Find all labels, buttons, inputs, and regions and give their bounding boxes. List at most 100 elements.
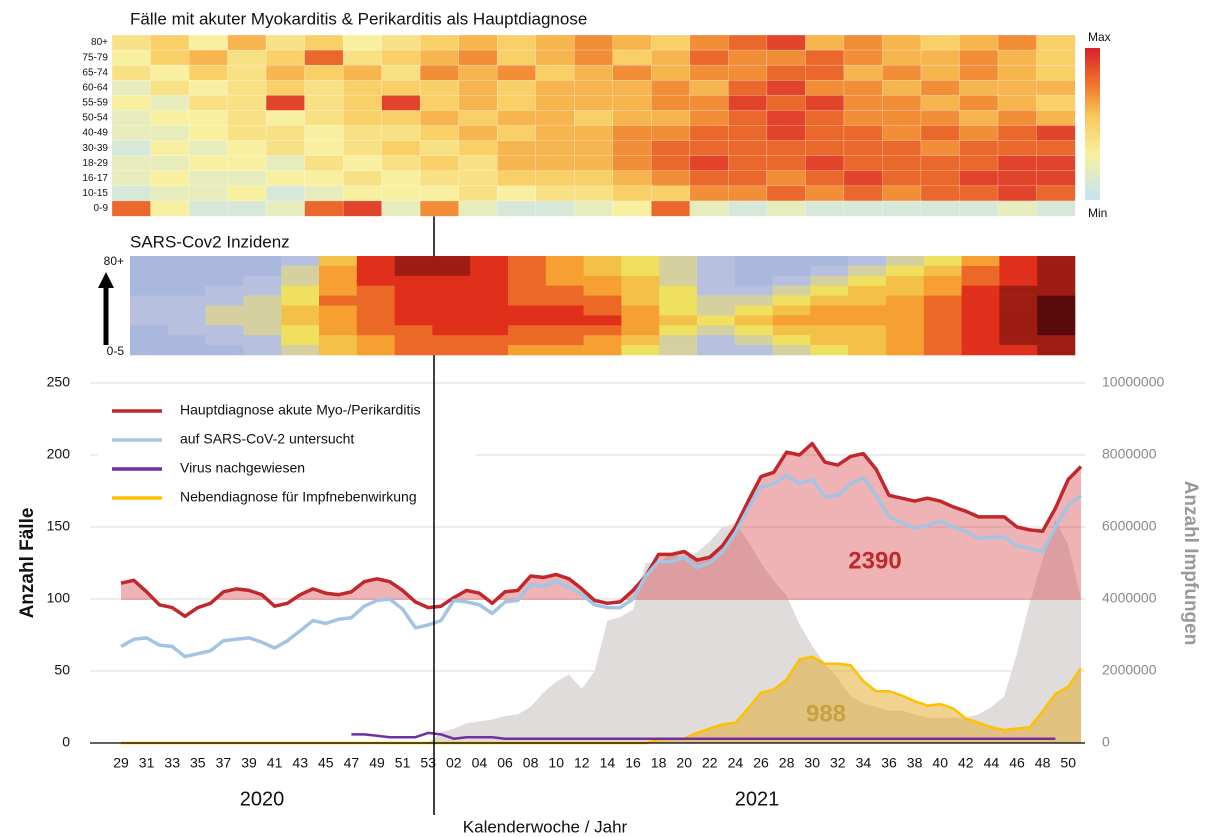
heatmap-cell (920, 125, 960, 142)
heatmap-cell (1037, 265, 1076, 277)
heatmap-cell (997, 49, 1038, 66)
heatmap-cell (304, 140, 344, 157)
heatmap-cell (612, 155, 652, 172)
heatmap-cell (843, 95, 883, 111)
heatmap-cell (227, 125, 267, 142)
heatmap-cell (997, 200, 1038, 217)
heatmap-cell (1037, 285, 1076, 296)
heatmap-cell (432, 256, 471, 267)
x-tick-label: 12 (574, 755, 590, 771)
heatmap-cell (381, 34, 421, 51)
heatmap-cell (458, 155, 498, 172)
y-tick-label: 100 (47, 590, 71, 606)
heatmap-cell (766, 125, 806, 142)
heatmap-cell (583, 295, 622, 306)
heatmap-cell (959, 170, 999, 187)
heatmap-cell (843, 64, 883, 81)
heatmap-cell (573, 200, 614, 217)
heatmap-cell (508, 275, 547, 286)
heatmap-cell (419, 80, 460, 96)
heatmap-cell (265, 80, 306, 96)
x-tick-label: 18 (651, 755, 667, 771)
heatmap-cell (508, 256, 547, 267)
heatmap-cell (612, 200, 652, 217)
heatmap-cell (848, 335, 887, 346)
heatmap-cell (848, 256, 887, 267)
heatmap-cell (535, 185, 575, 202)
x-tick-label: 16 (625, 755, 641, 771)
heatmap-cell (265, 110, 306, 127)
heatmap-cell (997, 34, 1038, 51)
heatmap-cell (920, 110, 960, 127)
heatmap-cell (573, 49, 614, 66)
heatmap-cell (805, 110, 845, 127)
heatmap-cell (458, 125, 498, 142)
heatmap-cell (689, 185, 729, 202)
heatmap-cell (432, 305, 471, 316)
heatmap-cell (999, 305, 1038, 316)
heatmap-cell (621, 295, 660, 306)
heatmap-cell (458, 110, 498, 127)
heatmap-cell (319, 345, 358, 356)
row-label: 16-17 (82, 173, 108, 184)
x-tick-label: 48 (1035, 755, 1051, 771)
heatmap-cell (381, 170, 421, 187)
heatmap-cell (1036, 200, 1076, 217)
heatmap-cell (1037, 345, 1076, 356)
annotation: 988 (806, 700, 846, 727)
heatmap-cell (651, 34, 691, 51)
heatmap-cell (188, 185, 229, 202)
heatmap-cell (999, 275, 1038, 286)
heatmap-cell (342, 170, 383, 187)
heatmap-cell (920, 200, 960, 217)
heatmap-cell (734, 305, 773, 316)
heatmap-cell (772, 305, 811, 316)
heatmap-cell (621, 325, 660, 336)
heatmap-cell (810, 256, 849, 267)
heatmap-cell (805, 80, 845, 96)
heatmap-cell (621, 345, 660, 356)
heatmap-cell (458, 64, 498, 81)
heatmap-cell (659, 315, 698, 326)
heatmap-cell (304, 95, 344, 111)
y-tick-label: 250 (47, 374, 71, 390)
heatmap-cell (920, 49, 960, 66)
heatmap-cell (381, 64, 421, 81)
heatmap-cell (304, 49, 344, 66)
heatmap-cell (689, 34, 729, 51)
heatmap-cell (583, 315, 622, 326)
heatmap-cell (573, 170, 614, 187)
heatmap-cell (961, 256, 1000, 267)
y2-axis-label: Anzahl Impfungen (1180, 481, 1201, 646)
heatmap-cell (205, 275, 244, 286)
heatmap-cell (342, 110, 383, 127)
heatmap-cell (243, 265, 282, 277)
heatmap-cell (470, 305, 509, 316)
heatmap-cell (535, 140, 575, 157)
heatmap-cell (848, 295, 887, 306)
x-tick-label: 46 (1009, 755, 1025, 771)
heatmap-cell (886, 325, 925, 336)
heatmap-cell (997, 185, 1038, 202)
heatmap-cell (265, 125, 306, 142)
heatmap-cell (281, 325, 320, 336)
heatmap-cell (419, 64, 460, 81)
heatmap-cell (394, 335, 433, 346)
heatmap-cell (805, 49, 845, 66)
heatmap-cell (697, 295, 736, 306)
heatmap-cell (805, 34, 845, 51)
heatmap-cell (188, 140, 229, 157)
heatmap-cell (432, 345, 471, 356)
heatmap-cell (920, 155, 960, 172)
heatmap-cell (886, 315, 925, 326)
heatmap-cell (1037, 325, 1076, 336)
heatmap-cell (997, 155, 1038, 172)
heatmap-cell (319, 265, 358, 277)
heatmap-cell (573, 155, 614, 172)
heatmap-cell (535, 110, 575, 127)
heatmap-cell (612, 185, 652, 202)
heatmap-cell (188, 170, 229, 187)
heatmap-cell (470, 345, 509, 356)
heatmap-cell (697, 315, 736, 326)
heatmap-cell (999, 335, 1038, 346)
